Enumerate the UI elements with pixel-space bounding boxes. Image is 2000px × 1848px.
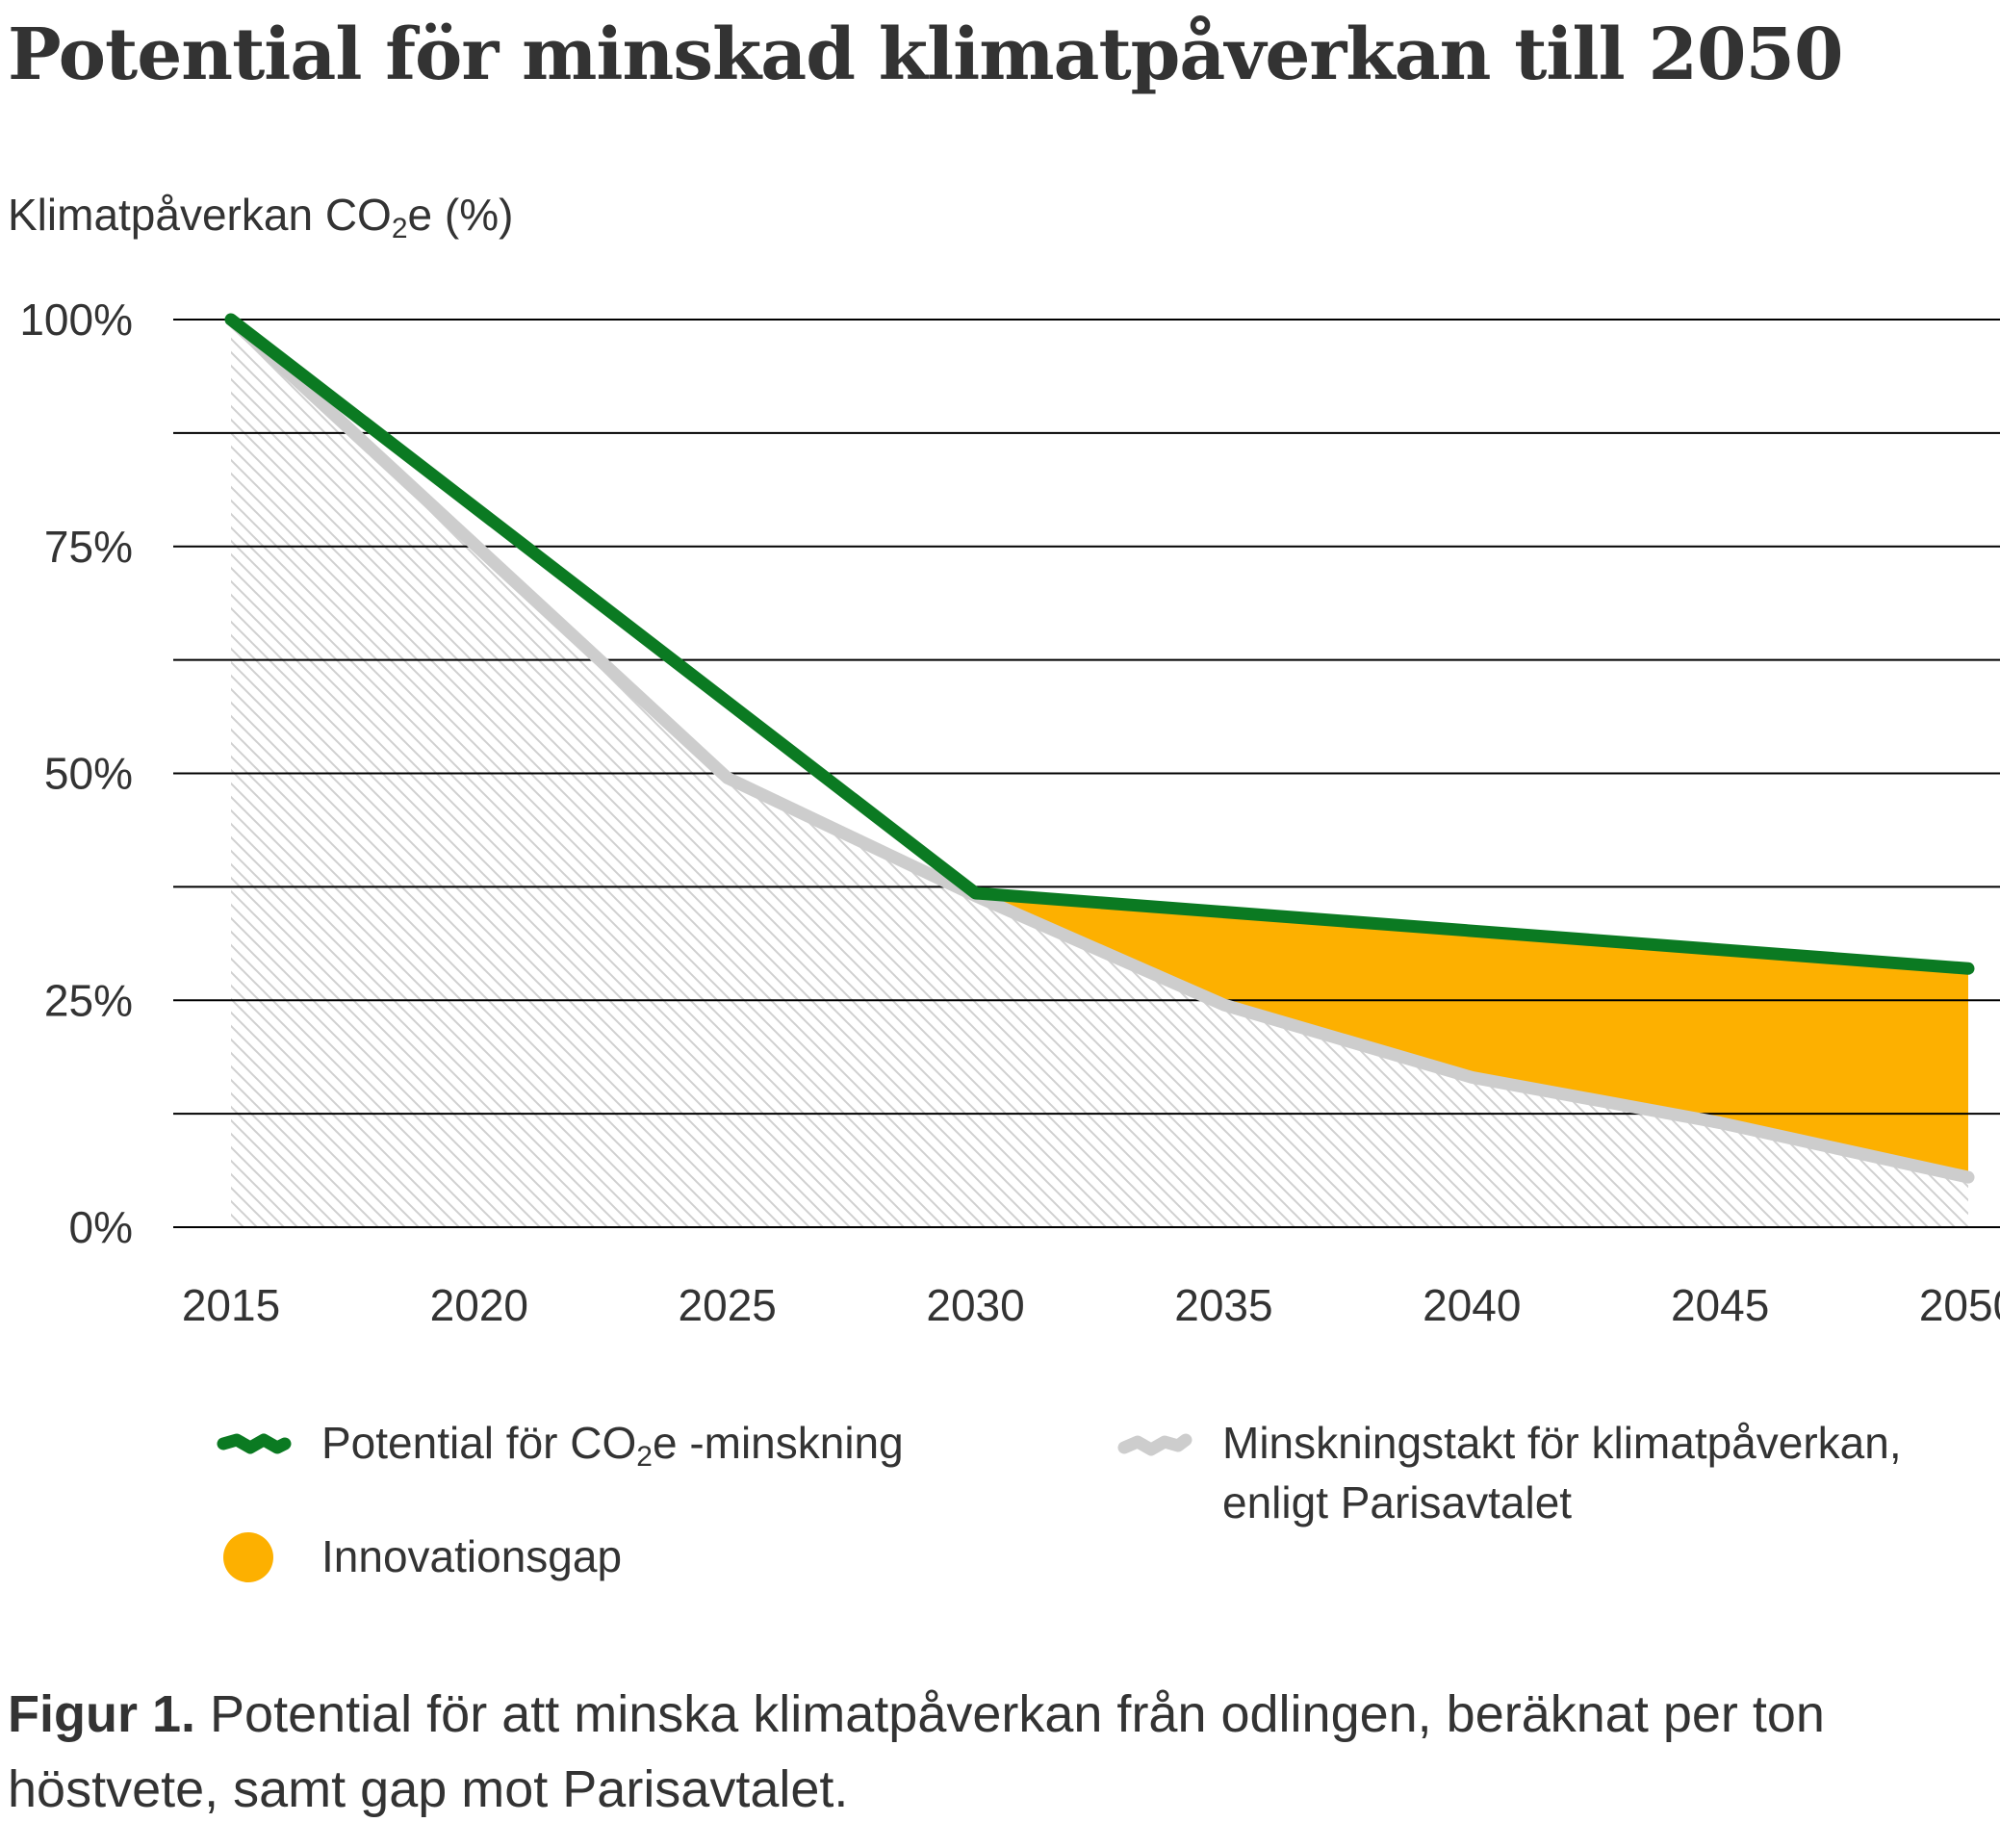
x-tick-label: 2035 (1174, 1280, 1272, 1330)
legend-item-paris: Minskningstakt för klimatpåverkan, enlig… (1115, 1413, 1902, 1532)
y-axis-label-unit: e (%) (407, 190, 514, 240)
x-tick-label: 2015 (182, 1280, 280, 1330)
chart-title: Potential för minskad klimatpåverkan til… (8, 13, 1843, 96)
x-tick-label: 2050 (1919, 1280, 2000, 1330)
x-tick-label: 2020 (430, 1280, 528, 1330)
line-chart: 0% 25% 50% 75% 100% 2015 2020 2025 2030 2035 2040… (19, 295, 2000, 1330)
legend-item-potential: Potential för CO2e -minskning (214, 1413, 904, 1487)
x-tick-label: 2045 (1671, 1280, 1769, 1330)
legend-swatch-paris (1117, 1433, 1192, 1456)
y-tick-label: 75% (44, 522, 133, 572)
figure-caption: Figur 1. Potential för att minska klimat… (8, 1677, 1981, 1827)
y-tick-label: 0% (69, 1202, 133, 1252)
legend-swatch-gap (223, 1532, 273, 1582)
legend-item-gap: Innovationsgap (223, 1527, 622, 1586)
y-axis-label: Klimatpåverkan CO2e (%) (8, 189, 513, 245)
y-axis-ticks: 0% 25% 50% 75% 100% (19, 295, 133, 1252)
legend-potential-text: Potential för CO (321, 1418, 637, 1468)
caption-label: Figur 1. (8, 1685, 196, 1743)
caption-text: Potential för att minska klimatpåverkan … (8, 1685, 1825, 1818)
y-tick-label: 25% (44, 975, 133, 1025)
legend-potential-suffix: e -minskning (652, 1418, 904, 1468)
series-line-potential (224, 313, 1975, 975)
y-axis-label-subscript: 2 (391, 213, 408, 244)
innovation-gap-area-layer (975, 892, 1968, 1178)
y-axis-label-text: Klimatpåverkan CO (8, 190, 392, 240)
gridlines (173, 319, 2000, 1228)
y-tick-label: 50% (44, 749, 133, 799)
legend-label-potential: Potential för CO2e -minskning (321, 1413, 904, 1487)
legend-swatch-potential (217, 1433, 292, 1454)
x-tick-label: 2030 (926, 1280, 1024, 1330)
innovation-gap-area (975, 892, 1968, 1178)
y-tick-label: 100% (19, 295, 133, 345)
x-tick-label: 2040 (1423, 1280, 1521, 1330)
legend-paris-line-1: Minskningstakt för klimatpåverkan, (1222, 1418, 1902, 1468)
x-tick-label: 2025 (679, 1280, 777, 1330)
series-lines (224, 313, 1975, 1184)
x-axis-ticks: 2015 2020 2025 2030 2035 2040 2045 2050 (182, 1280, 2000, 1330)
series-line-paris (224, 313, 1975, 1184)
legend-potential-subscript: 2 (636, 1441, 653, 1473)
legend-label-paris: Minskningstakt för klimatpåverkan, enlig… (1222, 1413, 1902, 1532)
legend-paris-line-2: enligt Parisavtalet (1222, 1477, 1573, 1527)
legend-label-gap: Innovationsgap (321, 1531, 623, 1581)
